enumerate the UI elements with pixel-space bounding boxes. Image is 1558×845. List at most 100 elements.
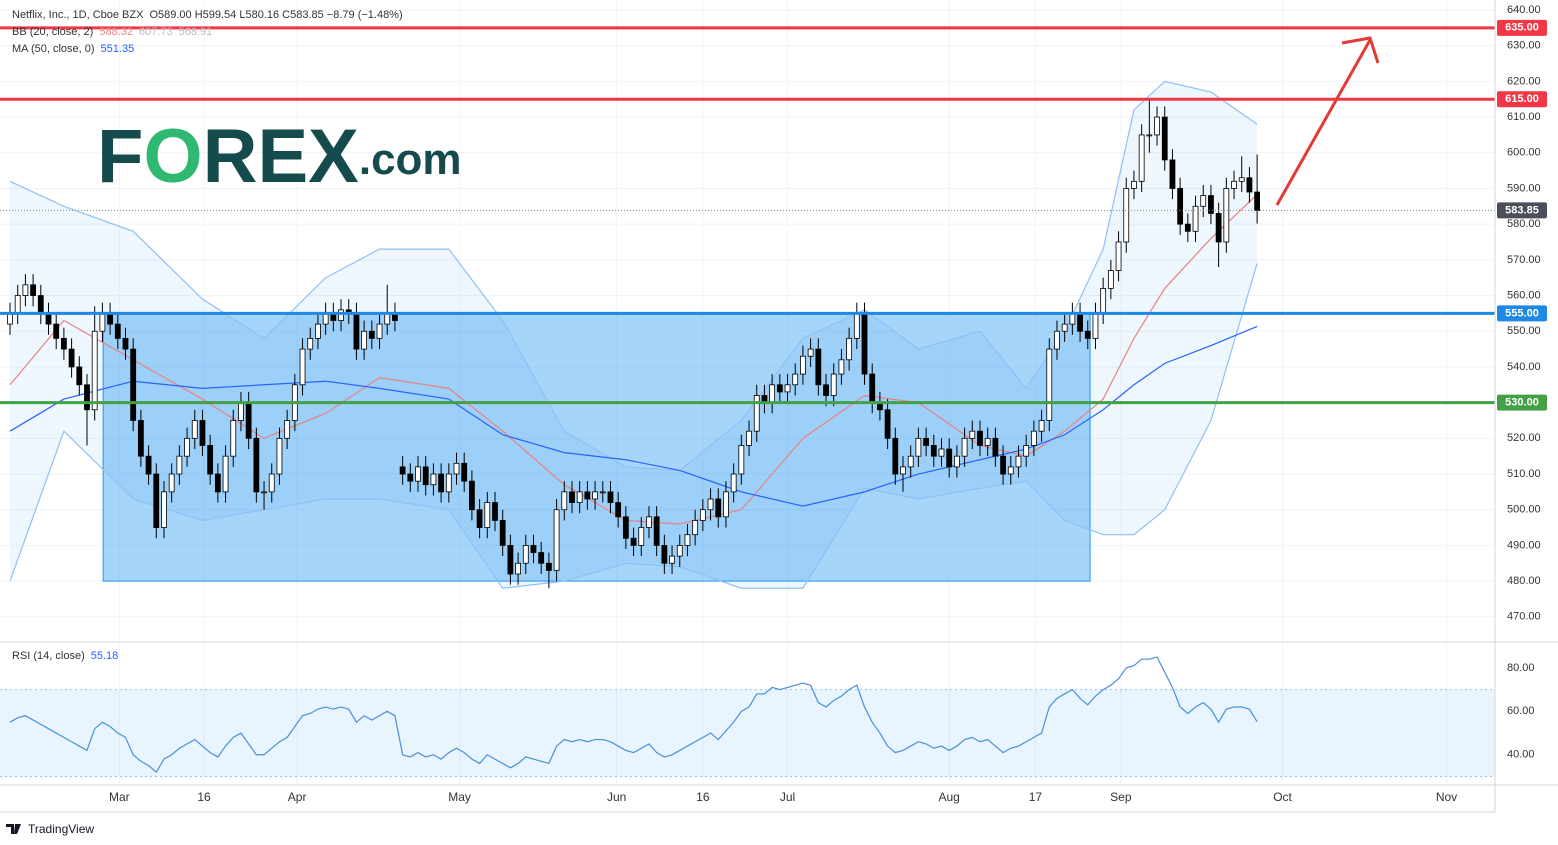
candle-body xyxy=(184,437,190,457)
candle-body xyxy=(469,480,475,511)
rsi-line xyxy=(9,656,1258,774)
candle-body xyxy=(1077,312,1083,332)
price-tag xyxy=(1497,91,1547,108)
candle-body xyxy=(530,545,537,553)
candle-body xyxy=(946,448,953,468)
candle-body xyxy=(1030,430,1037,446)
candle-body xyxy=(207,445,214,475)
price-tag xyxy=(1497,305,1547,322)
candle-body xyxy=(584,491,591,500)
y-tick-label: 590.00 xyxy=(1507,182,1541,194)
candle-body xyxy=(569,491,575,503)
candle-body xyxy=(1146,134,1153,137)
candle-body xyxy=(630,537,637,546)
candle-body xyxy=(238,402,244,421)
candle-body xyxy=(191,420,198,439)
y-tick-label: 610.00 xyxy=(1507,111,1541,123)
candle-body xyxy=(476,509,483,528)
candle-body xyxy=(461,462,468,482)
candle-body xyxy=(1115,241,1122,271)
x-tick-label: Mar xyxy=(109,790,130,804)
rsi-tick-label: 60.00 xyxy=(1507,705,1535,717)
candle-body xyxy=(76,366,83,386)
candle-body xyxy=(53,323,60,339)
rsi-band xyxy=(0,689,1495,777)
candle-body xyxy=(60,337,67,350)
price-tag-label: 530.00 xyxy=(1505,397,1539,409)
candle-body xyxy=(107,312,113,325)
candle-body xyxy=(823,384,829,396)
candle-body xyxy=(122,337,129,350)
candle-body xyxy=(14,295,21,314)
bb-basis-value: 588.32 xyxy=(99,26,133,38)
y-tick-label: 490.00 xyxy=(1507,539,1541,551)
candle-body xyxy=(653,516,660,546)
price-tag xyxy=(1497,394,1547,411)
overlay-line xyxy=(9,325,1258,507)
x-tick-label: May xyxy=(448,790,471,804)
candle-body xyxy=(507,545,514,575)
logo-f: F xyxy=(97,114,143,199)
candle-body xyxy=(515,562,521,575)
candle-body xyxy=(992,437,999,457)
price-tag-label: 555.00 xyxy=(1505,307,1539,319)
candle-body xyxy=(776,384,783,393)
ma-label: MA (50, close, 0) xyxy=(12,43,95,55)
candle-body xyxy=(984,437,991,446)
candle-body xyxy=(900,466,906,475)
candle-body xyxy=(492,502,498,521)
range-box xyxy=(102,312,1091,582)
rsi-value: 55.18 xyxy=(91,650,119,662)
y-tick-label: 550.00 xyxy=(1507,325,1541,337)
candle-body xyxy=(815,348,822,386)
candle-body xyxy=(322,312,329,325)
candle-body xyxy=(561,491,568,511)
candle-body xyxy=(30,284,37,296)
candle-body xyxy=(453,462,460,475)
band-fill xyxy=(10,81,1258,589)
candle-body xyxy=(723,491,729,518)
legend-rsi-line: RSI (14, close) 55.18 xyxy=(12,650,118,662)
candle-body xyxy=(953,455,960,468)
candle-body xyxy=(607,491,614,503)
x-tick-label: Jul xyxy=(780,790,795,804)
candle-body xyxy=(592,491,598,500)
candle-body xyxy=(1131,180,1137,189)
candle-body xyxy=(1092,312,1099,339)
candle-body xyxy=(715,498,722,518)
symbol: Netflix, Inc., 1D, Cboe BZX xyxy=(12,9,144,21)
candle-body xyxy=(545,562,552,571)
y-tick-label: 570.00 xyxy=(1507,254,1541,266)
candle-body xyxy=(746,430,752,446)
candle-body xyxy=(68,348,75,368)
candle-body xyxy=(1123,188,1130,243)
candle-body xyxy=(938,448,945,457)
footer-icon xyxy=(6,824,21,834)
y-tick-label: 480.00 xyxy=(1507,575,1541,587)
candle-body xyxy=(137,420,144,457)
candle-body xyxy=(800,355,806,375)
candle-body xyxy=(846,337,853,361)
candle-body xyxy=(407,473,414,482)
candle-body xyxy=(230,420,237,457)
candle-body xyxy=(676,545,683,557)
candle-body xyxy=(1192,205,1199,232)
candle-body xyxy=(1184,223,1191,232)
candle-body xyxy=(214,473,221,493)
candle-body xyxy=(1015,455,1022,468)
y-tick-label: 640.00 xyxy=(1507,4,1541,16)
candle-body xyxy=(376,323,383,339)
y-tick-label: 500.00 xyxy=(1507,504,1541,516)
candle-body xyxy=(915,437,922,457)
x-tick-label: 17 xyxy=(1029,790,1043,804)
ma-value: 551.35 xyxy=(101,43,135,55)
y-tick-label: 470.00 xyxy=(1507,611,1541,623)
y-tick-label: 630.00 xyxy=(1507,40,1541,52)
candle-body xyxy=(638,527,645,546)
candle-body xyxy=(1231,180,1237,189)
candle-body xyxy=(622,516,629,539)
candle-body xyxy=(1200,195,1207,207)
candle-body xyxy=(415,466,421,482)
